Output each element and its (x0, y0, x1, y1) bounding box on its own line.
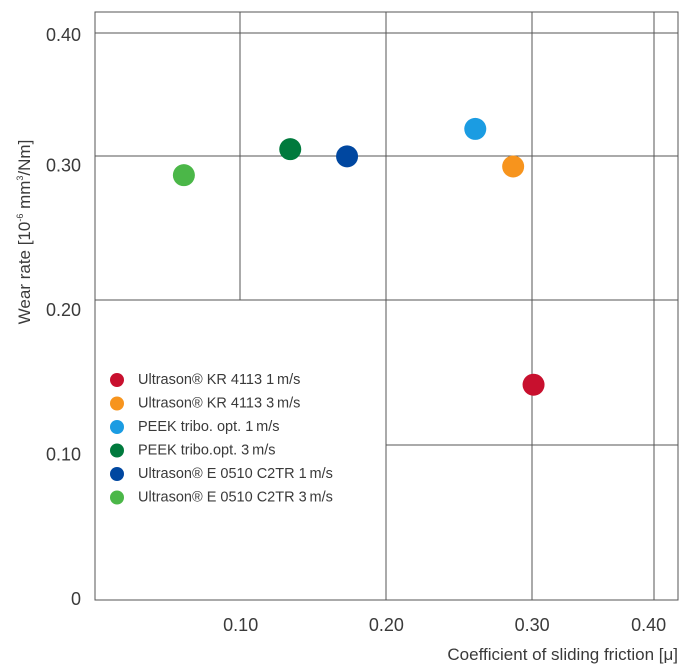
legend-label: Ultrason® E 0510 C2TR 3 m/s (138, 489, 333, 505)
y-tick-labels: 0 0.10 0.20 0.30 0.40 (46, 25, 81, 609)
y-tick-label: 0.40 (46, 25, 81, 45)
legend-marker (110, 396, 124, 411)
y-axis-label: Wear rate [10-6 mm3/Nm] (15, 140, 34, 325)
legend-label: Ultrason® KR 4113 3 m/s (138, 395, 300, 411)
x-tick-label: 0.20 (369, 615, 404, 635)
legend-marker (110, 373, 124, 387)
legend-label: Ultrason® E 0510 C2TR 1 m/s (138, 466, 333, 482)
data-point (336, 145, 359, 168)
data-point (172, 164, 195, 187)
y-tick-label: 0.10 (46, 444, 81, 464)
data-point (464, 117, 487, 140)
x-tick-label: 0.30 (515, 615, 550, 635)
y-tick-label: 0.20 (46, 300, 81, 320)
data-points (172, 117, 545, 396)
data-point (502, 155, 525, 178)
legend-label: Ultrason® KR 4113 1 m/s (138, 372, 300, 388)
legend: Ultrason® KR 4113 1 m/s Ultrason® KR 4113… (110, 372, 333, 505)
data-point (279, 138, 302, 161)
legend-marker (110, 443, 124, 458)
x-tick-labels: 0.10 0.20 0.30 0.40 (223, 615, 666, 635)
x-tick-label: 0.10 (223, 615, 258, 635)
data-point (522, 373, 545, 396)
x-axis-label: Coefficient of sliding friction [μ] (447, 645, 678, 664)
legend-marker (110, 467, 124, 481)
legend-marker (110, 420, 124, 434)
legend-marker (110, 490, 124, 505)
legend-label: PEEK tribo. opt. 1 m/s (138, 419, 280, 435)
grid-lines (95, 12, 678, 600)
y-tick-label: 0.30 (46, 155, 81, 175)
x-tick-label: 0.40 (631, 615, 666, 635)
y-tick-label: 0 (71, 589, 81, 609)
legend-label: PEEK tribo.opt. 3 m/s (138, 442, 276, 458)
